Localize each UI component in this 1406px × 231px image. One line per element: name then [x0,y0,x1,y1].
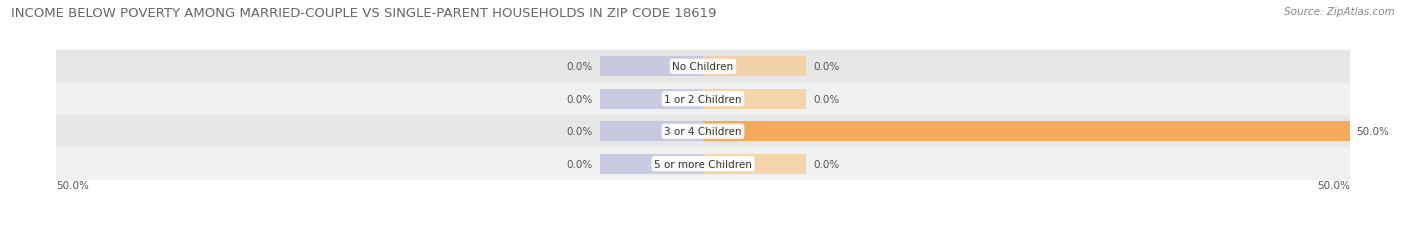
Bar [599,122,703,142]
Text: Source: ZipAtlas.com: Source: ZipAtlas.com [1284,7,1395,17]
Text: 0.0%: 0.0% [567,159,593,169]
Text: 50.0%: 50.0% [1317,180,1350,190]
Bar [599,154,703,174]
Bar [703,89,807,109]
Bar [56,116,1350,148]
Bar [56,83,1350,116]
Text: 50.0%: 50.0% [1357,127,1389,137]
Text: 5 or more Children: 5 or more Children [654,159,752,169]
Bar [703,154,807,174]
Text: 0.0%: 0.0% [813,62,839,72]
Text: 0.0%: 0.0% [567,127,593,137]
Text: 50.0%: 50.0% [56,180,89,190]
Text: 0.0%: 0.0% [813,159,839,169]
Bar [599,57,703,77]
Bar [703,57,807,77]
Bar [56,148,1350,180]
Text: 1 or 2 Children: 1 or 2 Children [664,94,742,104]
Text: 3 or 4 Children: 3 or 4 Children [664,127,742,137]
Text: No Children: No Children [672,62,734,72]
Text: 0.0%: 0.0% [813,94,839,104]
Text: 0.0%: 0.0% [567,94,593,104]
Bar [703,122,807,142]
Bar [56,51,1350,83]
Bar [703,122,1350,142]
Bar [599,89,703,109]
Text: INCOME BELOW POVERTY AMONG MARRIED-COUPLE VS SINGLE-PARENT HOUSEHOLDS IN ZIP COD: INCOME BELOW POVERTY AMONG MARRIED-COUPL… [11,7,717,20]
Text: 0.0%: 0.0% [567,62,593,72]
